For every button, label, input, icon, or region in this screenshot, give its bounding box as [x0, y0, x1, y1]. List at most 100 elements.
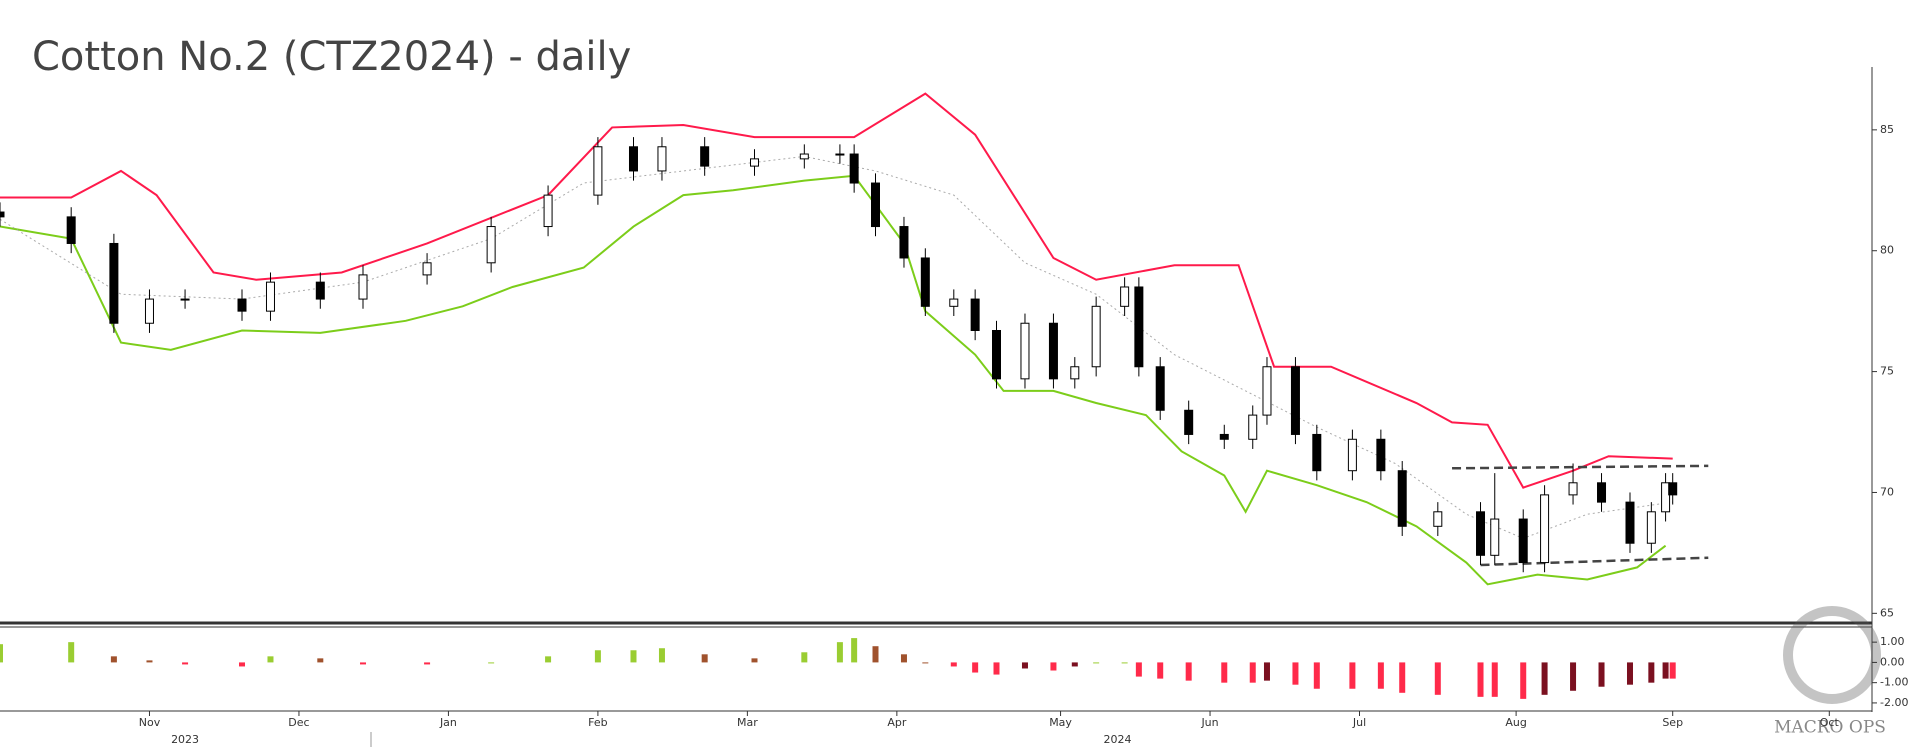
trend-line — [1480, 556, 1709, 567]
candle-body — [1020, 322, 1030, 380]
histogram-bar — [1349, 662, 1356, 689]
histogram-bar — [1399, 662, 1406, 693]
candle-body — [1397, 470, 1407, 527]
histogram-bar — [1021, 662, 1028, 669]
histogram-bar — [1648, 662, 1655, 683]
histogram-bar — [317, 658, 324, 663]
x-tick-label: Aug — [1505, 716, 1526, 729]
candle-body — [870, 182, 880, 228]
histogram-bar — [1491, 662, 1498, 697]
candle-body — [144, 298, 154, 324]
candle-body — [849, 153, 859, 184]
x-tick-label: Jun — [1200, 716, 1218, 729]
x-tick-label: Apr — [887, 716, 907, 729]
histogram-bar — [1121, 662, 1128, 664]
candle-body — [422, 262, 432, 276]
histogram-bar — [1662, 662, 1669, 679]
x-tick-label: Dec — [288, 716, 309, 729]
x-tick-label: Oct — [1820, 716, 1840, 729]
logo — [1783, 606, 1881, 704]
histogram-bar — [1050, 662, 1057, 671]
candle-body — [1248, 414, 1258, 440]
candle-body — [949, 298, 959, 307]
candle-body — [1376, 438, 1386, 472]
histogram-bar — [1292, 662, 1299, 685]
histogram-bar — [1570, 662, 1577, 691]
histogram-bar — [922, 662, 929, 664]
candle-body — [1625, 501, 1635, 544]
histogram-bar — [1477, 662, 1484, 697]
candle-body — [315, 281, 325, 300]
candle-body — [799, 153, 809, 160]
y-tick-label: 80 — [1880, 244, 1894, 257]
histogram-bar — [1313, 662, 1320, 689]
candle-body — [1490, 518, 1500, 556]
histogram-bar — [1157, 662, 1164, 679]
candle-body — [1262, 366, 1272, 416]
candle-body — [1661, 482, 1671, 513]
histogram-bar — [701, 654, 708, 663]
histogram-bar — [1249, 662, 1256, 683]
candle-body — [1568, 482, 1578, 496]
candle-body — [237, 298, 247, 312]
histogram-bar — [751, 658, 758, 663]
candle-body — [992, 329, 1002, 380]
histogram-bar — [1263, 662, 1270, 681]
histogram-bar — [1626, 662, 1633, 685]
histogram-bar — [851, 638, 858, 663]
candle-body — [1312, 433, 1322, 472]
candle-body — [593, 146, 603, 196]
candle-body — [1048, 322, 1058, 380]
candle-body — [1155, 366, 1165, 411]
candle-body — [1518, 518, 1528, 564]
indicator-line — [0, 174, 1667, 586]
histogram-bar — [1185, 662, 1192, 681]
histogram-bar — [900, 654, 907, 663]
candle-body — [109, 242, 119, 324]
y-tick-label: -1.00 — [1880, 676, 1908, 689]
histogram-bar — [1093, 662, 1100, 664]
y-tick-label: -2.00 — [1880, 696, 1908, 709]
watermark: MACRO OPS — [1774, 718, 1886, 738]
candle-body — [1433, 511, 1443, 527]
candle-body — [1290, 366, 1300, 435]
y-tick-label: 65 — [1880, 606, 1894, 619]
histogram-bar — [182, 662, 189, 665]
histogram-bar — [545, 656, 552, 663]
histogram-bar — [1221, 662, 1228, 683]
candle-body — [0, 211, 5, 218]
candle-body — [899, 226, 909, 259]
candle-body — [1646, 511, 1656, 544]
histogram-bar — [993, 662, 1000, 675]
trend-line — [1452, 464, 1709, 470]
candle-body — [835, 153, 845, 156]
histogram-bar — [0, 644, 3, 663]
candle-body — [700, 146, 710, 167]
x-tick-label: Feb — [588, 716, 607, 729]
histogram-bar — [836, 642, 843, 663]
histogram-bar — [1669, 662, 1676, 679]
histogram-bar — [146, 660, 153, 663]
y-tick-label: 75 — [1880, 365, 1894, 378]
indicator-line — [0, 92, 1673, 489]
candle-body — [180, 298, 190, 301]
histogram-bar — [110, 656, 117, 663]
candle-body — [358, 274, 368, 300]
candle-body — [1597, 482, 1607, 503]
histogram-bar — [1598, 662, 1605, 687]
candle-body — [657, 146, 667, 172]
histogram-bar — [594, 650, 601, 663]
candle-body — [749, 158, 759, 167]
candle-body — [486, 226, 496, 264]
year-label: 2023 — [171, 733, 199, 746]
histogram-bar — [950, 662, 957, 667]
histogram-bar — [1541, 662, 1548, 695]
candle-body — [543, 194, 553, 228]
histogram-bar — [872, 646, 879, 663]
candle-body — [1668, 482, 1678, 496]
y-tick-label: 70 — [1880, 485, 1894, 498]
histogram-bar — [424, 662, 431, 665]
candle-body — [66, 216, 76, 244]
